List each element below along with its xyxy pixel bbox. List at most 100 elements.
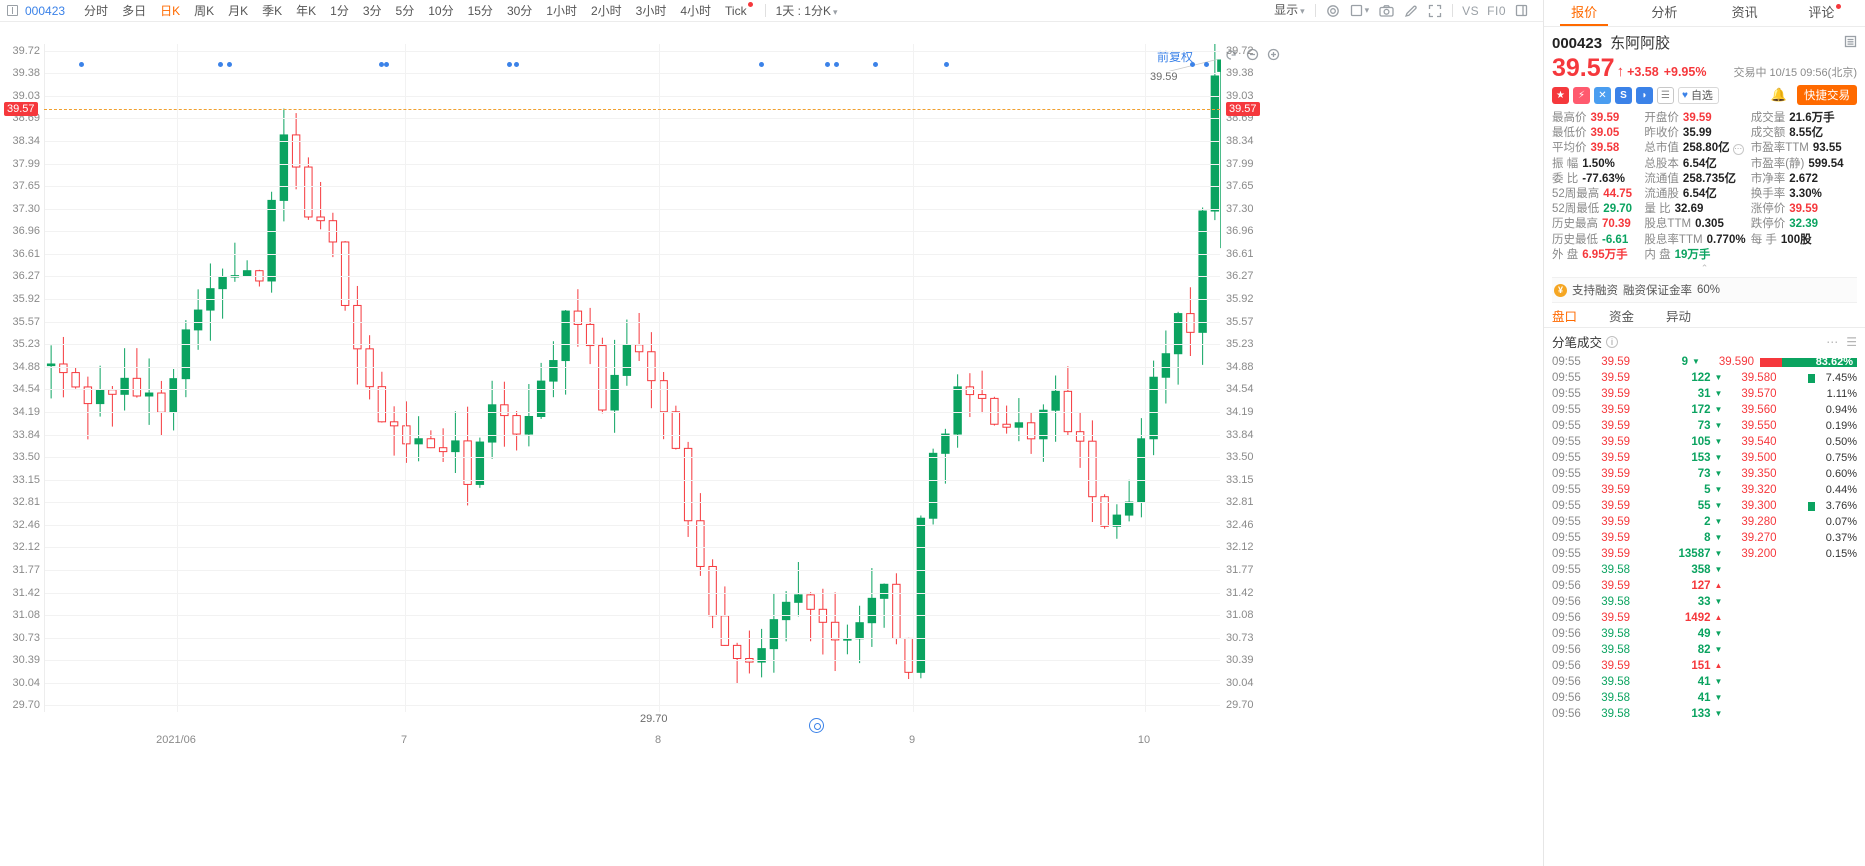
event-marker-dot-icon[interactable] — [825, 62, 830, 67]
list-view-icon[interactable]: ☰ — [1846, 334, 1857, 349]
tick-row[interactable]: 09:55 39.59 9 ▼ 39.590 83.62% — [1552, 354, 1857, 370]
period-tick[interactable]: Tick — [718, 1, 760, 21]
period-2hour[interactable]: 2小时 — [590, 3, 622, 18]
event-marker-dot-icon[interactable] — [384, 62, 389, 67]
shuffle-icon[interactable]: ✕ — [1594, 86, 1611, 104]
period-rik[interactable]: 日K — [160, 3, 181, 18]
event-marker-dot-icon[interactable] — [873, 62, 878, 67]
tick-row[interactable]: 09:56 39.58 41 ▼ — [1552, 690, 1857, 706]
tick-row[interactable]: 09:56 39.58 49 ▼ — [1552, 626, 1857, 642]
event-marker-dot-icon[interactable] — [944, 62, 949, 67]
period-5min[interactable]: 5分 — [395, 3, 415, 18]
tick-row[interactable]: 09:55 39.59 153 ▼ 39.500 0.75% — [1552, 450, 1857, 466]
event-marker-dot-icon[interactable] — [834, 62, 839, 67]
tick-row[interactable]: 09:55 39.59 122 ▼ 39.580 7.45% — [1552, 370, 1857, 386]
period-yuek[interactable]: 月K — [228, 3, 249, 18]
alert-bell-icon[interactable]: 🔔 — [1770, 87, 1787, 102]
event-marker-dot-icon[interactable] — [79, 62, 84, 67]
period-zhouk[interactable]: 周K — [194, 3, 215, 18]
add-to-watchlist-button[interactable]: ♥ 自选 — [1678, 86, 1719, 104]
period-3hour[interactable]: 3小时 — [635, 3, 667, 18]
tab-comments[interactable]: 评论 — [1785, 0, 1865, 26]
tick-row[interactable]: 09:55 39.58 358 ▼ — [1552, 562, 1857, 578]
period-10min[interactable]: 10分 — [428, 3, 454, 18]
chart-marker-badge[interactable] — [809, 718, 824, 733]
vs-compare-button[interactable]: VS — [1462, 3, 1480, 18]
display-menu[interactable]: 显示 ▾ — [1269, 0, 1310, 21]
f10-button[interactable]: FI0 — [1487, 3, 1506, 18]
zoom-in-icon[interactable] — [1267, 48, 1280, 64]
period-duori[interactable]: 多日 — [122, 3, 147, 18]
panel-toggle-icon[interactable] — [1510, 4, 1533, 17]
reset-icon[interactable] — [1225, 48, 1238, 64]
period-4hour[interactable]: 4小时 — [680, 3, 712, 18]
period-30min[interactable]: 30分 — [506, 3, 533, 18]
period-niank[interactable]: 年K — [296, 3, 317, 18]
range-selector[interactable]: 1天 : 1分K ▾ — [771, 2, 843, 19]
s-badge-icon[interactable]: S — [1615, 86, 1632, 104]
chevron-down-icon: ▾ — [1364, 5, 1370, 15]
period-jik[interactable]: 季K — [262, 3, 283, 18]
stock-menu-icon[interactable] — [1844, 35, 1857, 51]
tick-row[interactable]: 09:56 39.59 127 ▲ — [1552, 578, 1857, 594]
event-marker-dot-icon[interactable] — [218, 62, 223, 67]
event-marker-dot-icon[interactable] — [1190, 62, 1195, 67]
event-marker-dot-icon[interactable] — [379, 62, 384, 67]
tick-row[interactable]: 09:55 39.59 55 ▼ 39.300 3.76% — [1552, 498, 1857, 514]
more-info-icon[interactable]: ··· — [1732, 144, 1744, 156]
tick-volume: 55 — [1697, 500, 1711, 513]
tick-row[interactable]: 09:55 39.59 73 ▼ 39.350 0.60% — [1552, 466, 1857, 482]
camera-icon[interactable] — [1374, 4, 1399, 18]
period-3min[interactable]: 3分 — [362, 3, 382, 18]
list-badge-icon[interactable]: ☰ — [1657, 86, 1674, 104]
info-icon[interactable]: i — [1606, 335, 1619, 348]
tick-row[interactable]: 09:56 39.58 41 ▼ — [1552, 674, 1857, 690]
tick-row[interactable]: 09:55 39.59 172 ▼ 39.560 0.94% — [1552, 402, 1857, 418]
subtab-anomaly[interactable]: 异动 — [1666, 309, 1692, 324]
more-options-icon[interactable]: ⋯ — [1826, 334, 1839, 349]
event-marker-dot-icon[interactable] — [1204, 62, 1209, 67]
tick-row[interactable]: 09:55 39.59 105 ▼ 39.540 0.50% — [1552, 434, 1857, 450]
tick-row[interactable]: 09:55 39.59 31 ▼ 39.570 1.11% — [1552, 386, 1857, 402]
tick-row[interactable]: 09:55 39.59 8 ▼ 39.270 0.37% — [1552, 530, 1857, 546]
subtab-funds[interactable]: 资金 — [1609, 309, 1635, 324]
tick-row[interactable]: 09:56 39.58 82 ▼ — [1552, 642, 1857, 658]
tick-row[interactable]: 09:56 39.58 33 ▼ — [1552, 594, 1857, 610]
tick-row[interactable]: 09:56 39.59 1492 ▲ — [1552, 610, 1857, 626]
chart-canvas-area[interactable]: 前复权 39.72 39.38 39.03 38.69 38.34 37.99 37.65 3… — [0, 22, 1543, 866]
zoom-out-icon[interactable] — [1246, 48, 1259, 64]
toolbar-stock-code[interactable]: 000423 — [25, 3, 66, 18]
event-marker-dot-icon[interactable] — [507, 62, 512, 67]
tab-quote[interactable]: 报价 — [1544, 0, 1624, 26]
period-fenshi[interactable]: 分时 — [84, 3, 109, 18]
gear-icon[interactable] — [1321, 4, 1345, 18]
quick-trade-button[interactable]: 快捷交易 — [1797, 85, 1857, 105]
adjust-mode-button[interactable]: 前复权 — [1157, 50, 1194, 64]
stock-header: 000423 东阿阿胶 39.57 ↑ +3.58 +9.95% 交易中 10/… — [1544, 27, 1865, 82]
tab-analysis[interactable]: 分析 — [1624, 0, 1704, 26]
tick-row[interactable]: 09:55 39.59 73 ▼ 39.550 0.19% — [1552, 418, 1857, 434]
tick-row[interactable]: 09:55 39.59 2 ▼ 39.280 0.07% — [1552, 514, 1857, 530]
collapse-stats-icon[interactable]: ⌃ — [1700, 263, 1709, 274]
period-15min[interactable]: 15分 — [467, 3, 493, 18]
tick-time: 09:55 — [1552, 436, 1581, 449]
subtab-orderbook[interactable]: 盘口 — [1552, 309, 1578, 324]
tab-news[interactable]: 资讯 — [1705, 0, 1785, 26]
tag-icon[interactable]: ◗ — [1636, 86, 1653, 104]
layout-toggle-icon[interactable] — [7, 5, 18, 16]
tick-row[interactable]: 09:55 39.59 13587 ▼ 39.200 0.15% — [1552, 546, 1857, 562]
tick-row[interactable]: 09:55 39.59 5 ▼ 39.320 0.44% — [1552, 482, 1857, 498]
event-marker-dot-icon[interactable] — [514, 62, 519, 67]
period-1min[interactable]: 1分 — [330, 3, 349, 18]
fullscreen-icon[interactable] — [1423, 4, 1447, 18]
tick-row[interactable]: 09:56 39.59 151 ▲ — [1552, 658, 1857, 674]
layout-square-icon[interactable]: ▾ — [1345, 4, 1375, 17]
event-marker-dot-icon[interactable] — [759, 62, 764, 67]
candlestick-plot[interactable] — [44, 40, 1225, 712]
pencil-icon[interactable] — [1399, 4, 1423, 18]
tick-row[interactable]: 09:56 39.58 133 ▼ — [1552, 706, 1857, 722]
event-marker-dot-icon[interactable] — [227, 62, 232, 67]
tick-list[interactable]: 09:55 39.59 9 ▼ 39.590 83.62% 09:55 39.59 122 ▼ 39… — [1544, 354, 1865, 722]
period-1hour[interactable]: 1小时 — [546, 3, 577, 18]
lightning-icon[interactable]: ⚡ — [1573, 86, 1590, 104]
